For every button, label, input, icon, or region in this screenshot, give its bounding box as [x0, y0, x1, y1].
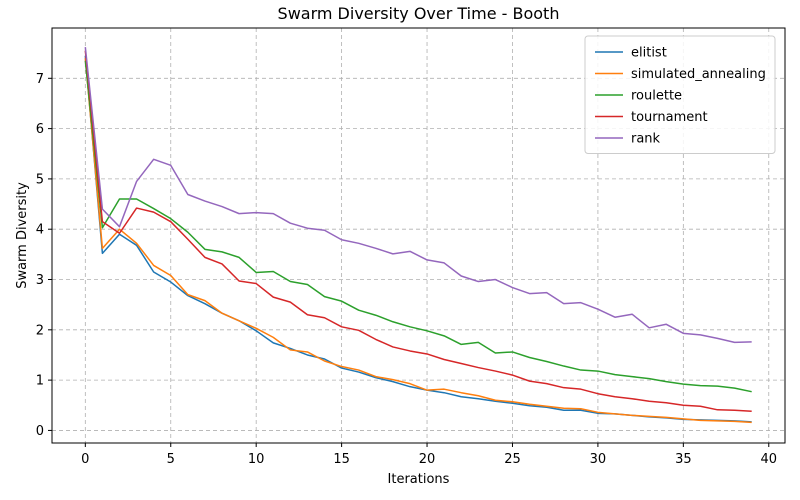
legend-label: elitist	[631, 46, 667, 61]
x-tick-label: 40	[760, 452, 777, 467]
y-tick-label: 0	[36, 424, 44, 439]
legend-label: rank	[631, 132, 661, 147]
y-tick-label: 7	[36, 72, 44, 87]
plot-frame	[51, 27, 786, 444]
series-line-tournament	[84, 50, 752, 413]
y-tick-label: 3	[36, 273, 44, 288]
y-tick-label: 4	[36, 223, 44, 238]
y-axis-label: Swarm Diversity	[15, 182, 30, 289]
x-axis-label: Iterations	[388, 472, 450, 487]
x-tick-label: 0	[81, 452, 89, 467]
series-line-roulette	[84, 60, 752, 393]
x-tick-label: 5	[167, 452, 175, 467]
x-tick-label: 30	[590, 452, 607, 467]
x-tick-label: 25	[504, 452, 521, 467]
x-tick-label: 20	[419, 452, 436, 467]
series-line-rank	[84, 47, 752, 344]
y-tick-label: 2	[36, 323, 44, 338]
x-tick-label: 35	[675, 452, 692, 467]
legend: elitist simulated_annealing roulette tourna…	[584, 35, 776, 154]
y-tick-label: 6	[36, 122, 44, 137]
y-tick-label: 1	[36, 374, 44, 389]
grid	[52, 28, 785, 443]
x-tick-label: 10	[248, 452, 265, 467]
legend-box	[584, 35, 776, 154]
x-axis-ticks: 0 5 10 15 20 25 30 35 40	[81, 443, 777, 467]
legend-label: simulated_annealing	[631, 67, 766, 82]
series-lines	[84, 47, 752, 424]
chart-title: Swarm Diversity Over Time - Booth	[278, 4, 560, 23]
y-tick-label: 5	[36, 172, 44, 187]
legend-label: tournament	[631, 110, 708, 125]
x-tick-label: 15	[333, 452, 350, 467]
series-line-simulated-annealing	[84, 58, 752, 424]
legend-label: roulette	[631, 89, 682, 104]
y-axis-ticks: 0 1 2 3 4 5 6 7	[36, 72, 52, 439]
